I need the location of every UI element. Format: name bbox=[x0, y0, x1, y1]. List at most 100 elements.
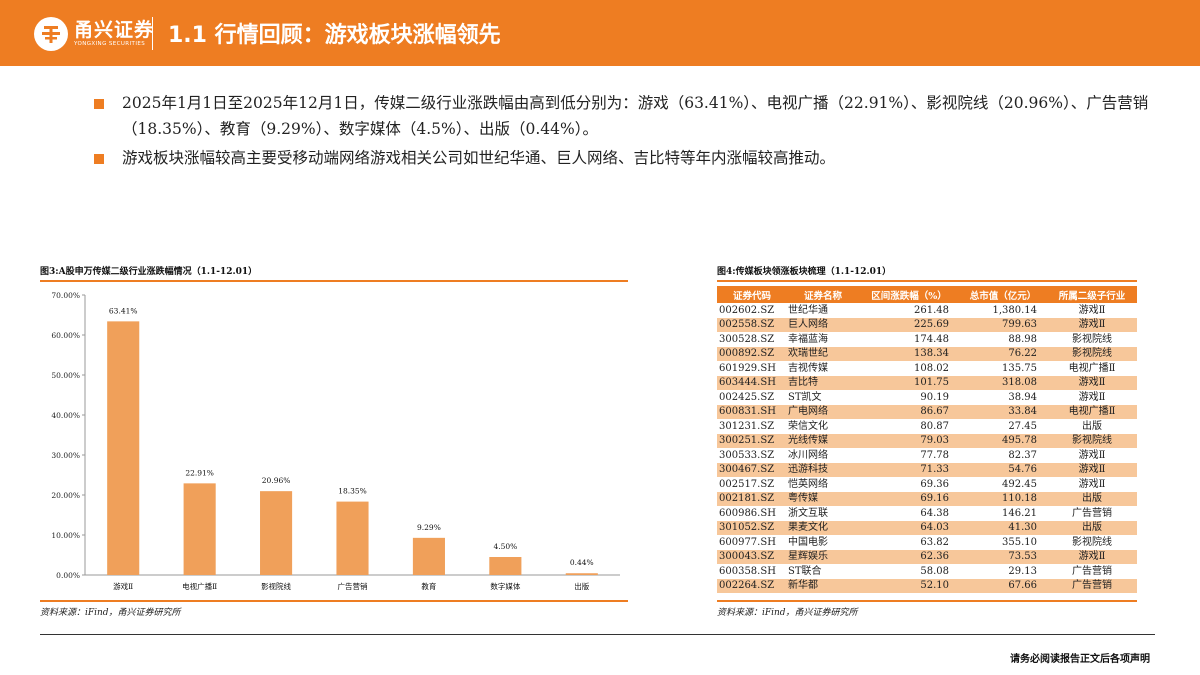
logo-icon bbox=[34, 17, 68, 51]
bar bbox=[260, 491, 293, 575]
table-cell: 广告营销 bbox=[1047, 564, 1137, 579]
table-cell: 300528.SZ bbox=[717, 332, 787, 347]
table-cell: 73.53 bbox=[959, 549, 1047, 564]
table-cell: 影视院线 bbox=[1047, 535, 1137, 550]
figure4-bottom-rule bbox=[717, 600, 1137, 602]
table-cell: 冰川网络 bbox=[787, 448, 859, 463]
bar bbox=[412, 537, 445, 575]
table-cell: 出版 bbox=[1047, 491, 1137, 506]
table-cell: 游戏Ⅱ bbox=[1047, 549, 1137, 564]
table-cell: 002558.SZ bbox=[717, 317, 787, 332]
table-cell: 巨人网络 bbox=[787, 317, 859, 332]
table-cell: 600831.SH bbox=[717, 404, 787, 419]
table-cell: ST联合 bbox=[787, 564, 859, 579]
table-cell: 62.36 bbox=[859, 549, 959, 564]
table-cell: 广告营销 bbox=[1047, 506, 1137, 521]
table-cell: 600986.SH bbox=[717, 506, 787, 521]
table-cell: 108.02 bbox=[859, 361, 959, 376]
stock-table: 证券代码 证券名称 区间涨跌幅（%） 总市值（亿元） 所属二级子行业 002602.SZ… bbox=[717, 286, 1137, 593]
table-cell: 69.36 bbox=[859, 477, 959, 492]
table-body: 002602.SZ 世纪华通 261.48 1,380.14 游戏Ⅱ 002558.SZ 巨… bbox=[717, 303, 1137, 593]
table-row: 600831.SH 广电网络 86.67 33.84 电视广播Ⅱ bbox=[717, 404, 1137, 419]
table-cell: 影视院线 bbox=[1047, 332, 1137, 347]
y-tick-label: 30.00% bbox=[51, 451, 80, 460]
table-cell: 110.18 bbox=[959, 491, 1047, 506]
bar-data-label: 18.35% bbox=[338, 487, 367, 496]
bar-data-label: 4.50% bbox=[493, 542, 517, 551]
bar bbox=[336, 501, 369, 575]
table-cell: 电视广播Ⅱ bbox=[1047, 404, 1137, 419]
figure4-rule bbox=[717, 280, 1137, 282]
y-tick-label: 60.00% bbox=[51, 331, 80, 340]
logo-subtitle: YONGXING SECURITIES bbox=[74, 41, 146, 47]
footer-rule bbox=[40, 634, 1155, 635]
table-cell: 光线传媒 bbox=[787, 433, 859, 448]
summary-bullets: 2025年1月1日至2025年12月1日，传媒二级行业涨跌幅由高到低分别为：游戏… bbox=[94, 90, 1164, 174]
figure3-rule bbox=[40, 280, 628, 282]
table-cell: 101.75 bbox=[859, 375, 959, 390]
table-cell: 游戏Ⅱ bbox=[1047, 303, 1137, 318]
table-cell: 广告营销 bbox=[1047, 578, 1137, 593]
table-cell: 38.94 bbox=[959, 390, 1047, 405]
table-cell: 300251.SZ bbox=[717, 433, 787, 448]
page-header: 甬兴证券 YONGXING SECURITIES 1.1 行情回顾：游戏板块涨幅… bbox=[0, 0, 1200, 66]
table-cell: 225.69 bbox=[859, 317, 959, 332]
bullet-item: 2025年1月1日至2025年12月1日，传媒二级行业涨跌幅由高到低分别为：游戏… bbox=[94, 90, 1164, 142]
table-cell: 52.10 bbox=[859, 578, 959, 593]
footer-disclaimer: 请务必阅读报告正文后各项声明 bbox=[1010, 654, 1150, 665]
table-cell: 64.03 bbox=[859, 520, 959, 535]
table-row: 300251.SZ 光线传媒 79.03 495.78 影视院线 bbox=[717, 433, 1137, 448]
table-cell: 301231.SZ bbox=[717, 419, 787, 434]
y-tick-label: 0.00% bbox=[56, 571, 80, 580]
table-row: 301231.SZ 荣信文化 80.87 27.45 出版 bbox=[717, 419, 1137, 434]
y-tick-label: 10.00% bbox=[51, 531, 80, 540]
table-row: 002602.SZ 世纪华通 261.48 1,380.14 游戏Ⅱ bbox=[717, 303, 1137, 318]
table-cell: 游戏Ⅱ bbox=[1047, 317, 1137, 332]
table-cell: 吉视传媒 bbox=[787, 361, 859, 376]
table-row: 300533.SZ 冰川网络 77.78 82.37 游戏Ⅱ bbox=[717, 448, 1137, 463]
table-cell: 002602.SZ bbox=[717, 303, 787, 318]
figure4-title: 图4:传媒板块领涨板块梳理（1.1-12.01） bbox=[717, 267, 892, 277]
table-cell: 77.78 bbox=[859, 448, 959, 463]
table-row: 600977.SH 中国电影 63.82 355.10 影视院线 bbox=[717, 535, 1137, 550]
table-cell: 002517.SZ bbox=[717, 477, 787, 492]
bar-data-label: 22.91% bbox=[185, 468, 214, 477]
table-cell: 67.66 bbox=[959, 578, 1047, 593]
table-cell: 261.48 bbox=[859, 303, 959, 318]
table-header-cell: 证券名称 bbox=[787, 286, 859, 303]
bar-data-label: 20.96% bbox=[262, 476, 291, 485]
bar-data-label: 0.44% bbox=[570, 558, 594, 567]
x-category-label: 游戏Ⅱ bbox=[113, 581, 133, 591]
table-cell: 影视院线 bbox=[1047, 433, 1137, 448]
bullet-text: 2025年1月1日至2025年12月1日，传媒二级行业涨跌幅由高到低分别为：游戏… bbox=[122, 94, 1149, 138]
table-cell: 游戏Ⅱ bbox=[1047, 477, 1137, 492]
table-cell: 300533.SZ bbox=[717, 448, 787, 463]
table-cell: 71.33 bbox=[859, 462, 959, 477]
table-row: 002558.SZ 巨人网络 225.69 799.63 游戏Ⅱ bbox=[717, 317, 1137, 332]
bar bbox=[489, 557, 522, 575]
table-header-cell: 所属二级子行业 bbox=[1047, 286, 1137, 303]
table-cell: 88.98 bbox=[959, 332, 1047, 347]
table-cell: 1,380.14 bbox=[959, 303, 1047, 318]
bullet-item: 游戏板块涨幅较高主要受移动端网络游戏相关公司如世纪华通、巨人网络、吉比特等年内涨… bbox=[94, 145, 1164, 171]
table-cell: 000892.SZ bbox=[717, 346, 787, 361]
figure3-title: 图3:A股申万传媒二级行业涨跌幅情况（1.1-12.01） bbox=[40, 267, 258, 277]
table-cell: 广电网络 bbox=[787, 404, 859, 419]
table-cell: 影视院线 bbox=[1047, 346, 1137, 361]
table-cell: 58.08 bbox=[859, 564, 959, 579]
table-cell: 29.13 bbox=[959, 564, 1047, 579]
x-category-label: 影视院线 bbox=[261, 581, 291, 591]
table-header-cell: 证券代码 bbox=[717, 286, 787, 303]
table-cell: 欢瑞世纪 bbox=[787, 346, 859, 361]
bullet-square-icon bbox=[94, 154, 104, 164]
table-cell: 600358.SH bbox=[717, 564, 787, 579]
header-divider bbox=[152, 17, 153, 50]
table-cell: 601929.SH bbox=[717, 361, 787, 376]
table-row: 002517.SZ 恺英网络 69.36 492.45 游戏Ⅱ bbox=[717, 477, 1137, 492]
table-cell: 41.30 bbox=[959, 520, 1047, 535]
figure4-source: 资料来源：iFind，甬兴证券研究所 bbox=[717, 608, 858, 618]
bullet-text: 游戏板块涨幅较高主要受移动端网络游戏相关公司如世纪华通、巨人网络、吉比特等年内涨… bbox=[122, 149, 836, 167]
table-header-cell: 总市值（亿元） bbox=[959, 286, 1047, 303]
table-cell: 果麦文化 bbox=[787, 520, 859, 535]
table-cell: 355.10 bbox=[959, 535, 1047, 550]
